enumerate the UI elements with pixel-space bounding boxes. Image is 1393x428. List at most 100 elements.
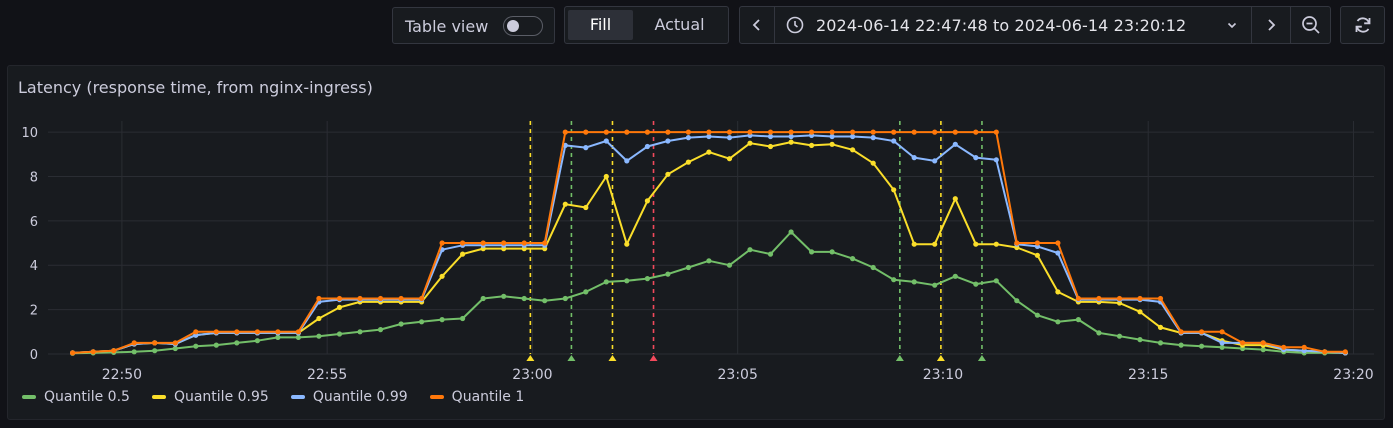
data-point — [767, 251, 774, 257]
refresh-icon — [1355, 17, 1371, 33]
latency-panel: Latency (response time, from nginx-ingre… — [7, 65, 1385, 420]
refresh-button[interactable] — [1340, 6, 1385, 44]
x-tick-label: 23:15 — [1128, 367, 1168, 383]
data-point — [993, 278, 999, 284]
data-point — [747, 129, 753, 135]
data-point — [1137, 309, 1143, 315]
data-point — [788, 133, 794, 140]
data-point — [685, 159, 692, 165]
data-point — [850, 129, 856, 135]
data-point — [809, 249, 815, 255]
data-point — [993, 157, 999, 163]
data-point — [172, 340, 178, 346]
y-tick-label: 0 — [30, 348, 38, 363]
data-point — [932, 129, 938, 135]
fill-actual-switch: Fill Actual — [564, 6, 729, 44]
data-point — [70, 350, 76, 356]
data-point — [336, 304, 343, 310]
data-point — [850, 133, 856, 140]
data-point — [1055, 289, 1061, 295]
annotation-marker — [649, 355, 658, 361]
series-line — [72, 134, 1346, 354]
data-point — [562, 201, 568, 207]
data-point — [234, 340, 240, 346]
data-point — [1116, 295, 1123, 302]
fill-button[interactable]: Fill — [568, 10, 633, 40]
data-point — [788, 139, 794, 145]
data-point — [1116, 333, 1123, 339]
latency-chart: 0 2 4 6 8 10 22:50 22:55 23:00 23:05 23:10 23:15 23:… — [21, 121, 1374, 383]
data-point — [254, 329, 260, 335]
data-point — [542, 298, 548, 304]
table-view-toggle[interactable] — [503, 16, 543, 36]
chevron-down-icon[interactable] — [1222, 7, 1242, 43]
data-point — [603, 279, 609, 285]
data-point — [480, 240, 486, 246]
actual-button[interactable]: Actual — [654, 15, 705, 34]
data-point — [1157, 324, 1164, 330]
data-point — [685, 135, 692, 141]
table-view-control[interactable]: Table view — [392, 7, 555, 44]
data-point — [275, 329, 281, 335]
data-point — [1075, 295, 1081, 302]
data-point — [644, 276, 651, 282]
annotation-marker — [608, 355, 617, 361]
data-point — [850, 147, 856, 153]
annotation-marker — [936, 355, 945, 361]
data-point — [850, 256, 856, 262]
next-range-button[interactable] — [1252, 7, 1290, 43]
legend-item[interactable]: Quantile 0.5 — [22, 389, 130, 405]
prev-range-button[interactable] — [740, 7, 774, 43]
time-range-text[interactable]: 2024-06-14 22:47:48 to 2024-06-14 23:20:… — [816, 16, 1187, 35]
data-point — [788, 129, 794, 135]
data-point — [706, 129, 712, 135]
data-point — [1034, 252, 1040, 258]
data-point — [1219, 329, 1225, 335]
zoom-out-button[interactable] — [1291, 7, 1330, 43]
data-point — [624, 158, 630, 164]
data-point — [767, 143, 774, 150]
annotation-marker — [895, 355, 904, 361]
data-point — [747, 247, 753, 253]
data-point — [1199, 329, 1205, 335]
series-line — [72, 141, 1346, 354]
data-point — [829, 141, 835, 147]
data-point — [685, 264, 692, 271]
data-point — [788, 229, 794, 235]
x-tick-label: 22:55 — [307, 367, 347, 383]
data-point — [767, 133, 774, 140]
data-point — [90, 349, 96, 355]
data-point — [829, 133, 835, 140]
data-point — [439, 240, 445, 246]
zoom-out-icon — [1301, 16, 1320, 34]
data-point — [460, 251, 466, 257]
legend-swatch — [22, 395, 36, 399]
data-point — [624, 129, 630, 135]
data-point — [357, 295, 363, 302]
data-point — [562, 129, 568, 135]
data-point — [542, 240, 548, 246]
data-point — [829, 249, 835, 255]
data-point — [644, 129, 651, 135]
data-point — [973, 281, 979, 287]
data-point — [911, 129, 917, 135]
data-point — [131, 340, 137, 346]
data-point — [439, 317, 445, 323]
data-point — [583, 129, 589, 135]
legend-item[interactable]: Quantile 0.99 — [290, 389, 408, 405]
data-point — [275, 334, 281, 340]
data-point — [809, 129, 815, 135]
data-point — [706, 149, 712, 155]
legend-swatch — [151, 395, 166, 399]
series-line — [72, 131, 1346, 354]
data-point — [952, 141, 958, 147]
data-point — [501, 240, 507, 246]
series-line — [72, 231, 1346, 355]
data-point — [316, 295, 322, 302]
legend-item[interactable]: Quantile 0.95 — [151, 389, 269, 405]
data-point — [932, 241, 938, 247]
data-point — [911, 279, 917, 285]
legend-item[interactable]: Quantile 1 — [429, 389, 524, 405]
data-point — [1055, 319, 1061, 325]
chevron-right-icon — [1268, 19, 1276, 31]
